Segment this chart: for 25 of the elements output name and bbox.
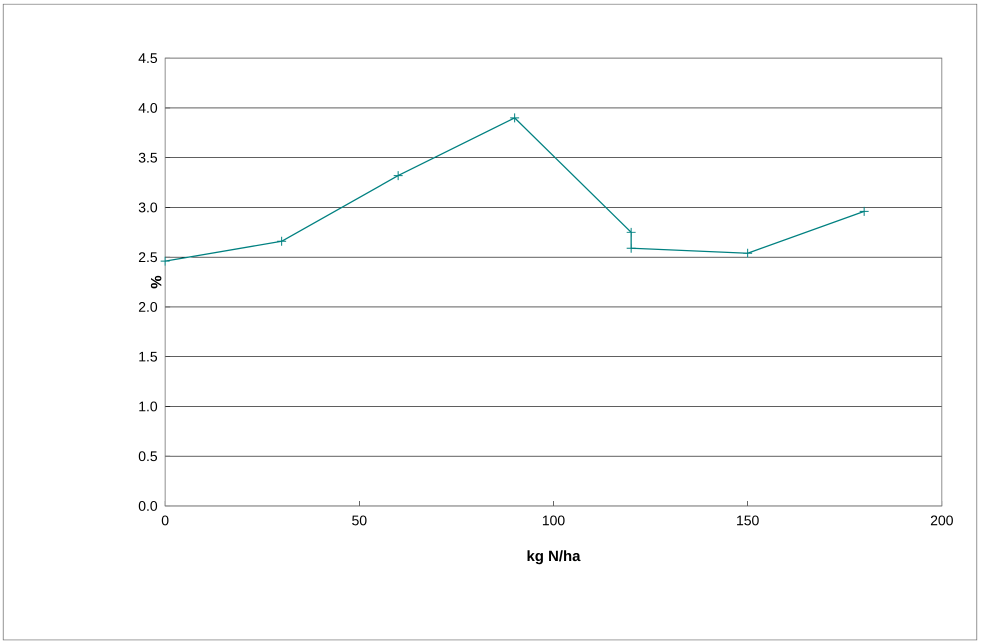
y-tick-label: 3.0: [138, 202, 158, 212]
y-tick-label: 2.5: [138, 252, 158, 262]
point: [626, 243, 636, 254]
x-tick-label: 150: [737, 515, 759, 526]
y-tick-label: 0.5: [138, 451, 158, 462]
y-tick-label: 1.0: [139, 401, 158, 412]
y-tick-label: 2.0: [138, 302, 158, 312]
point: [510, 112, 520, 123]
point: [742, 248, 753, 258]
y-tick-label: 4.0: [138, 102, 158, 113]
point: [859, 206, 870, 216]
y-tick-label: 1.5: [139, 352, 158, 362]
y-tick-label: 3.5: [138, 152, 158, 163]
x-tick-label: 0: [162, 515, 168, 526]
x-tick-label: 200: [930, 515, 953, 526]
point: [626, 227, 636, 238]
y-tick-label: 0.0: [138, 500, 158, 511]
x-tick-label: 100: [542, 515, 565, 526]
point: [276, 236, 287, 246]
point: [393, 170, 404, 181]
x-tick-label: 50: [352, 515, 367, 526]
y-axis-title: %: [150, 276, 162, 288]
point: [160, 256, 170, 266]
x-axis-title: kg N/ha: [528, 550, 581, 564]
y-tick-label: 4.5: [138, 53, 158, 63]
